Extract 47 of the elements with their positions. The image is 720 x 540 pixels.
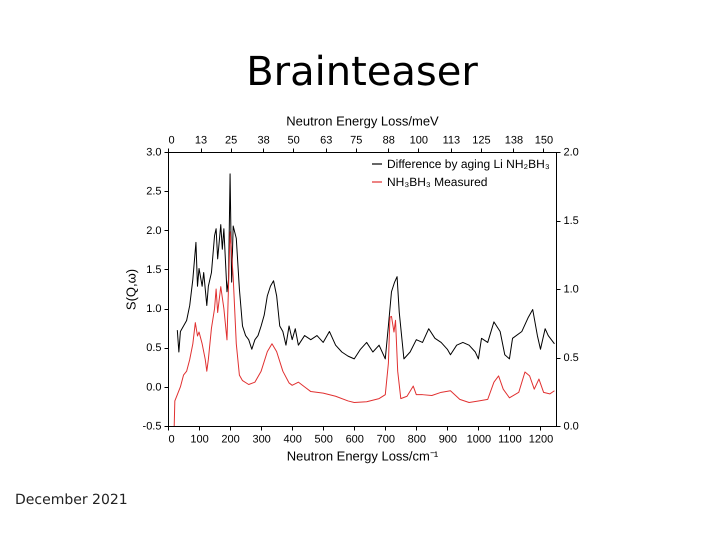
x-tick-label: 0 [168, 434, 175, 446]
x2-tick-label: 88 [382, 134, 395, 146]
x-tick-label: 1100 [498, 434, 522, 446]
x-tick-label: 1000 [466, 434, 492, 446]
x-tick-label: 500 [314, 434, 333, 446]
x2-tick-label: 25 [224, 134, 238, 146]
x-tick-label: 400 [283, 434, 302, 446]
x-axis-title: Neutron Energy Loss/cm⁻¹ [286, 448, 439, 464]
x2-tick-label: 113 [442, 134, 460, 146]
legend-label: NH₃BH₃ Measured [387, 175, 488, 189]
y-tick-label: 0.5 [146, 342, 162, 354]
x2-tick-label: 38 [258, 134, 270, 146]
chart-title: Brainteaser [246, 49, 478, 95]
y2-tick-label: 0.0 [564, 420, 579, 432]
y-axis-title: S(Q,ω) [124, 268, 139, 310]
x-tick-label: 300 [252, 434, 271, 446]
x2-tick-label: 138 [504, 134, 524, 146]
x2-tick-label: 63 [320, 134, 332, 146]
legend-label: Difference by aging Li NH₂BH₃ [387, 157, 550, 171]
y2-tick-label: 1.0 [564, 284, 579, 296]
x-tick-label: 600 [346, 434, 364, 446]
x2-tick-label: 0 [168, 134, 175, 146]
x-tick-label: 700 [376, 434, 395, 446]
y-tick-label: 0.0 [146, 381, 162, 394]
x2-tick-label: 150 [534, 134, 554, 146]
x2-axis-title: Neutron Energy Loss/meV [286, 114, 440, 128]
y2-tick-label: 0.5 [564, 352, 579, 364]
x-tick-label: 800 [408, 434, 426, 446]
x-tick-label: 100 [190, 434, 209, 446]
y2-tick-label: 1.5 [564, 215, 579, 227]
y-tick-label: 2.0 [146, 224, 162, 237]
x-tick-label: 900 [438, 434, 458, 446]
y-tick-label: -0.5 [142, 420, 162, 432]
x-tick-label: 200 [221, 434, 240, 446]
x2-tick-label: 75 [350, 134, 362, 146]
x2-tick-label: 50 [288, 134, 300, 146]
y-tick-label: 1.5 [146, 264, 162, 276]
x2-tick-label: 125 [472, 134, 491, 146]
x2-tick-label: 13 [194, 134, 208, 146]
line-series [174, 231, 555, 426]
y-tick-label: 2.5 [146, 186, 162, 198]
y-tick-label: 3.0 [146, 146, 162, 158]
x2-tick-label: 100 [410, 134, 428, 146]
x-tick-label: 1200 [528, 434, 554, 446]
text: December 2021 [15, 492, 128, 508]
y2-tick-label: 2.0 [564, 146, 579, 158]
y-tick-label: 1.0 [146, 303, 162, 316]
